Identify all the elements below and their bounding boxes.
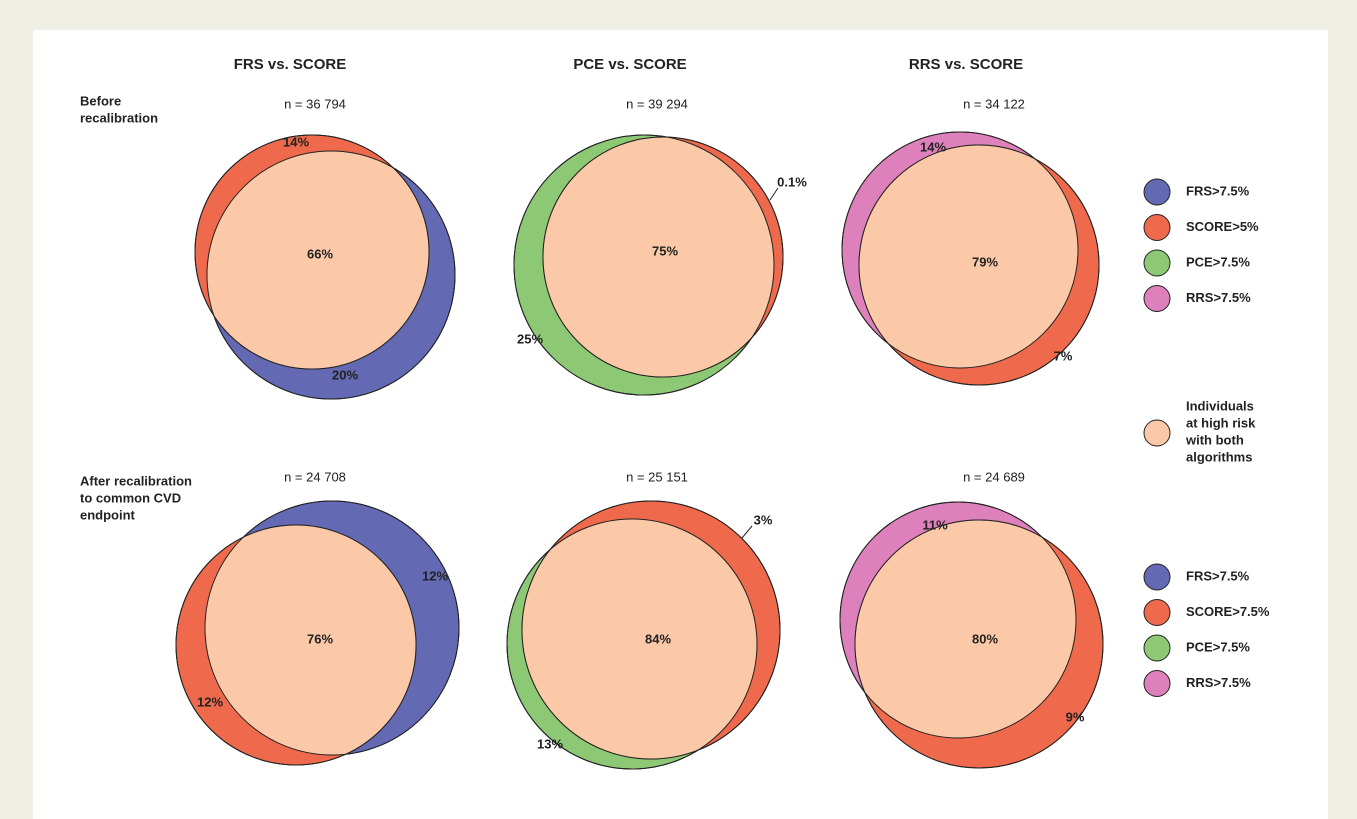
venn <box>194 134 456 400</box>
legend-label: SCORE>7.5% <box>1186 604 1270 619</box>
percentage: 7% <box>1054 348 1073 363</box>
venn <box>175 500 460 766</box>
venn-outline <box>839 501 1077 739</box>
legend-swatch <box>1143 178 1171 206</box>
sample-size: n = 34 122 <box>963 96 1025 111</box>
legend-label: RRS>7.5% <box>1186 290 1251 305</box>
sample-size: n = 24 708 <box>284 469 346 484</box>
percentage: 25% <box>517 331 543 346</box>
row-label: After recalibration <box>80 473 192 488</box>
percentage: 80% <box>972 631 998 646</box>
percentage: 11% <box>922 517 948 532</box>
percentage: 0.1% <box>777 174 807 189</box>
row-label: Before <box>80 93 121 108</box>
percentage: 12% <box>422 568 448 583</box>
legend-label: with both <box>1185 432 1244 447</box>
percentage: 13% <box>537 736 563 751</box>
legend-label: RRS>7.5% <box>1186 675 1251 690</box>
sample-size: n = 25 151 <box>626 469 688 484</box>
venn-outline <box>521 500 781 760</box>
percentage: 20% <box>332 367 358 382</box>
venn-outline <box>513 134 775 396</box>
legend-label: FRS>7.5% <box>1186 183 1250 198</box>
percentage: 84% <box>645 631 671 646</box>
venn-outline <box>206 150 456 400</box>
venn <box>513 134 784 396</box>
venn <box>841 131 1100 386</box>
column-title: PCE vs. SCORE <box>573 56 686 73</box>
legend-swatch <box>1143 214 1171 241</box>
percentage: 66% <box>307 246 333 261</box>
venn-outline <box>204 500 460 756</box>
legend-label: PCE>7.5% <box>1186 639 1250 654</box>
row-label: to common CVD <box>80 490 181 505</box>
percentage: 9% <box>1066 709 1085 724</box>
legend-swatch <box>1143 634 1171 662</box>
row-label: endpoint <box>80 507 136 522</box>
venn-outline <box>841 131 1079 369</box>
percentage: 14% <box>920 139 946 154</box>
venn <box>839 501 1104 769</box>
legend-label: algorithms <box>1186 449 1252 464</box>
overlap <box>207 151 429 369</box>
venn-outline <box>854 519 1104 769</box>
legend-label: Individuals <box>1186 398 1254 413</box>
column-title: RRS vs. SCORE <box>909 56 1023 73</box>
overlap <box>859 145 1078 368</box>
venn-outline <box>542 136 784 378</box>
overlap <box>205 525 416 755</box>
legend-swatch <box>1143 670 1171 697</box>
sample-size: n = 24 689 <box>963 469 1025 484</box>
percentage: 76% <box>307 631 333 646</box>
overlap <box>543 137 774 377</box>
leader-line <box>769 187 779 201</box>
row-label: recalibration <box>80 110 158 125</box>
venn <box>506 500 781 770</box>
percentage: 3% <box>754 512 773 527</box>
sample-size: n = 36 794 <box>284 96 346 111</box>
percentage: 12% <box>197 694 223 709</box>
legend-label: SCORE>5% <box>1186 219 1259 234</box>
percentage: 14% <box>283 134 309 149</box>
column-title: FRS vs. SCORE <box>234 56 347 73</box>
legend-swatch <box>1143 285 1171 312</box>
sample-size: n = 39 294 <box>626 96 688 111</box>
percentage: 75% <box>652 243 678 258</box>
venn-outline <box>506 518 758 770</box>
legend-swatch <box>1143 563 1171 591</box>
legend-swatch <box>1143 419 1171 447</box>
overlap <box>522 519 757 759</box>
venn-outline <box>858 144 1100 386</box>
venn-outline <box>175 524 417 766</box>
legend-swatch <box>1143 599 1171 626</box>
venn-outline <box>194 134 430 370</box>
legend-label: PCE>7.5% <box>1186 254 1250 269</box>
legend-label: at high risk <box>1186 415 1256 430</box>
legend-swatch <box>1143 249 1171 277</box>
legend-label: FRS>7.5% <box>1186 568 1250 583</box>
percentage: 79% <box>972 254 998 269</box>
leader-line <box>741 525 753 539</box>
